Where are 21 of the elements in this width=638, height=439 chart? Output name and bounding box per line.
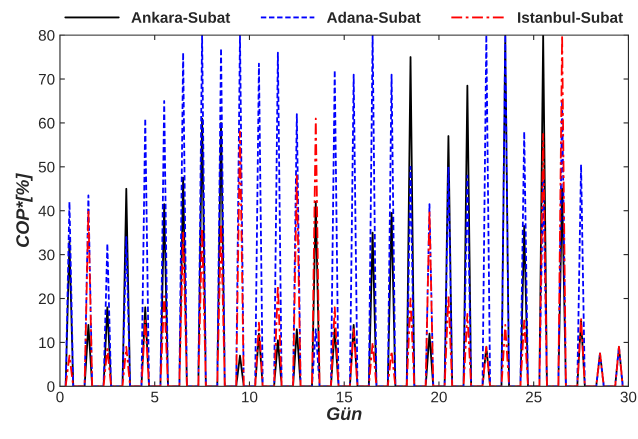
y-tick-label: 20 xyxy=(38,293,55,304)
x-tick-label: 15 xyxy=(336,392,352,402)
y-tick-label: 50 xyxy=(38,162,55,173)
legend-label: Ankara-Subat xyxy=(131,12,230,23)
x-axis-title: Gün xyxy=(327,407,362,420)
x-tick-label: 10 xyxy=(242,392,258,402)
x-tick-label: 5 xyxy=(151,392,158,402)
y-tick-label: 80 xyxy=(38,30,55,41)
x-tick-label: 0 xyxy=(56,392,64,402)
x-tick-label: 30 xyxy=(620,392,636,402)
x-tick-label: 25 xyxy=(526,392,542,402)
y-tick-label: 0 xyxy=(47,381,55,392)
legend-label: Adana-Subat xyxy=(326,12,421,23)
y-tick-label: 60 xyxy=(38,118,55,129)
y-tick-label: 30 xyxy=(38,249,55,260)
x-tick-label: 20 xyxy=(431,392,447,402)
y-tick-label: 40 xyxy=(38,206,55,216)
y-tick-label: 10 xyxy=(39,337,55,348)
legend-label: Istanbul-Subat xyxy=(518,12,623,23)
y-tick-label: 70 xyxy=(38,74,55,85)
y-axis-title: COP*[%] xyxy=(16,173,33,247)
